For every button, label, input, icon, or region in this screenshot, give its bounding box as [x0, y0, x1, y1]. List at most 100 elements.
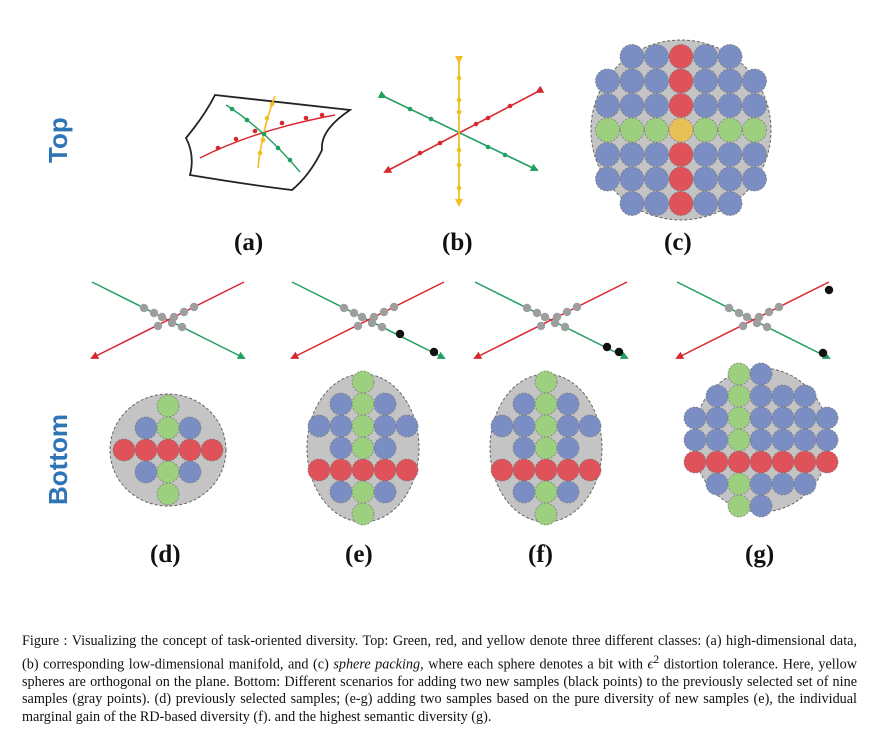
red-sphere — [490, 458, 514, 482]
selected-sample-point — [540, 312, 550, 322]
selected-sample-point — [536, 321, 546, 331]
blue-sphere — [512, 392, 536, 416]
selected-sample-point — [572, 302, 582, 312]
blue-sphere — [793, 472, 817, 496]
blue-sphere — [395, 414, 419, 438]
selected-sample-point — [357, 312, 367, 322]
blue-sphere — [595, 142, 620, 167]
green-sphere — [156, 394, 180, 418]
selected-sample-point — [560, 322, 570, 332]
selected-sample-point — [153, 321, 163, 331]
selected-sample-point — [774, 302, 784, 312]
blue-sphere — [134, 460, 158, 484]
new-sample-point — [614, 347, 624, 357]
panel-d-sphere-packing — [109, 393, 227, 507]
blue-sphere — [771, 384, 795, 408]
blue-sphere — [742, 142, 767, 167]
panel-d-samples — [90, 281, 246, 359]
panel-label-b: (b) — [442, 229, 473, 256]
blue-sphere — [644, 142, 669, 167]
red-sphere — [307, 458, 331, 482]
blue-sphere — [815, 406, 839, 430]
selected-sample-point — [734, 308, 744, 318]
green-sphere — [727, 362, 751, 386]
selected-sample-point — [522, 303, 532, 313]
blue-sphere — [793, 384, 817, 408]
red-sphere — [668, 68, 694, 94]
blue-sphere — [178, 416, 202, 440]
selected-sample-point — [349, 308, 359, 318]
red-sphere — [329, 458, 353, 482]
selected-sample-point — [532, 308, 542, 318]
red-sphere — [727, 450, 751, 474]
panel-label-a: (a) — [234, 229, 263, 256]
blue-sphere — [771, 428, 795, 452]
blue-sphere — [749, 428, 773, 452]
red-class-line — [290, 281, 445, 359]
green-sphere — [351, 480, 375, 504]
panel-e-sphere-packing — [306, 370, 420, 526]
green-class-line — [377, 90, 539, 172]
blue-sphere — [329, 480, 353, 504]
caption-epsilon: ϵ — [647, 656, 654, 673]
red-class-line — [473, 281, 628, 359]
selected-sample-point — [149, 308, 159, 318]
blue-sphere — [329, 392, 353, 416]
green-sphere — [534, 480, 558, 504]
blue-sphere — [771, 472, 795, 496]
blue-sphere — [717, 166, 743, 192]
blue-sphere — [329, 414, 353, 438]
panel-a-manifold — [184, 94, 353, 191]
green-sphere — [156, 482, 180, 506]
blue-sphere — [644, 191, 669, 216]
selected-sample-point — [550, 318, 560, 328]
blue-sphere — [512, 414, 536, 438]
red-sphere — [793, 450, 817, 474]
blue-sphere — [693, 142, 718, 167]
blue-sphere — [693, 191, 718, 216]
blue-sphere — [373, 392, 397, 416]
blue-sphere — [595, 166, 620, 192]
red-sphere — [705, 450, 729, 474]
figure-canvas: Top Bottom (a) — [43, 39, 839, 568]
red-class-line — [90, 281, 245, 359]
green-sphere — [644, 117, 669, 143]
caption-text-3: distortion tolerance. Here, yellow spher… — [22, 656, 857, 725]
blue-sphere — [717, 93, 743, 118]
blue-sphere — [373, 480, 397, 504]
red-sphere — [683, 450, 707, 474]
red-sphere — [134, 438, 158, 462]
green-sphere — [351, 502, 375, 526]
caption-italic: sphere packing — [333, 656, 421, 673]
selected-sample-point — [389, 302, 399, 312]
red-sphere — [534, 458, 558, 482]
green-sphere — [717, 117, 743, 143]
red-sphere — [200, 438, 224, 462]
green-sphere — [742, 117, 767, 143]
panel-label-g: (g) — [745, 541, 774, 568]
blue-sphere — [307, 414, 331, 438]
selected-sample-point — [379, 307, 389, 317]
blue-sphere — [644, 93, 669, 118]
panel-label-e: (e) — [345, 541, 373, 568]
blue-sphere — [717, 44, 743, 69]
blue-sphere — [490, 414, 514, 438]
panel-b-projection — [377, 56, 545, 207]
blue-sphere — [717, 191, 743, 216]
red-sphere — [512, 458, 536, 482]
red-sphere — [668, 44, 694, 69]
green-points-a — [229, 106, 293, 163]
red-class-curve — [199, 114, 336, 159]
selected-sample-point — [724, 303, 734, 313]
green-sphere — [351, 370, 375, 394]
red-sphere — [771, 450, 795, 474]
manifold-surface — [184, 94, 353, 191]
blue-sphere — [644, 44, 669, 69]
green-sphere — [727, 494, 751, 518]
panel-label-f: (f) — [528, 541, 553, 568]
red-sphere — [668, 166, 694, 192]
red-sphere — [815, 450, 839, 474]
selected-sample-point — [177, 322, 187, 332]
blue-sphere — [619, 68, 645, 94]
blue-sphere — [705, 472, 729, 496]
